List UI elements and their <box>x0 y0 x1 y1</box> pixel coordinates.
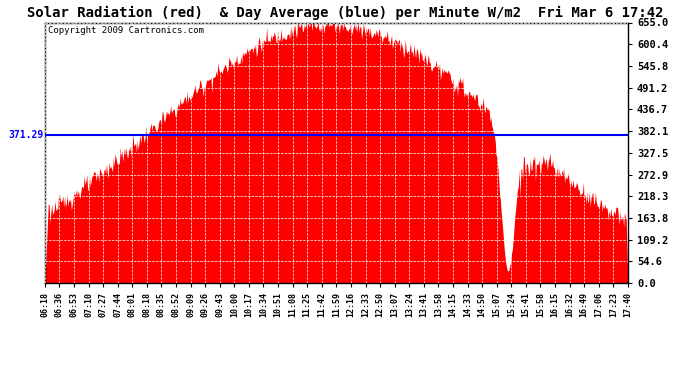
Text: Solar Radiation (red)  & Day Average (blue) per Minute W/m2  Fri Mar 6 17:42: Solar Radiation (red) & Day Average (blu… <box>27 6 663 20</box>
Text: 371.29: 371.29 <box>8 130 43 140</box>
Text: Copyright 2009 Cartronics.com: Copyright 2009 Cartronics.com <box>48 26 204 35</box>
